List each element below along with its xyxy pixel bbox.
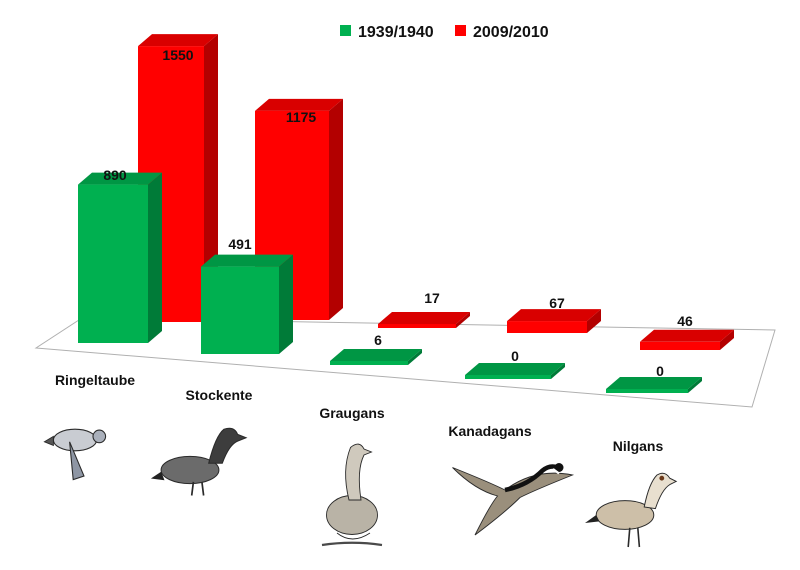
bar-side (456, 312, 470, 328)
category-label-graugans: Graugans (319, 405, 385, 421)
bar-graugans-series-1 (330, 349, 422, 365)
bar-side (587, 309, 601, 333)
data-label-kanadagans-series-1: 0 (511, 348, 519, 364)
bar-ringeltaube-series-1 (78, 172, 162, 343)
data-label-stockente-series-1: 491 (228, 236, 252, 252)
ringeltaube-icon (43, 428, 107, 481)
bar-top (507, 309, 601, 322)
kanadagans-icon (452, 463, 575, 536)
bar-top (138, 34, 218, 47)
bar-side (408, 349, 422, 365)
legend-label-series-1: 1939/1940 (358, 24, 434, 41)
data-label-kanadagans-series-2: 67 (549, 295, 565, 311)
bar-top (378, 312, 470, 324)
data-label-nilgans-series-2: 46 (677, 313, 693, 329)
data-label-stockente-series-2: 1175 (286, 109, 317, 125)
bar-front (201, 266, 279, 354)
category-label-ringeltaube: Ringeltaube (55, 372, 135, 388)
bar-nilgans-series-1 (606, 377, 702, 393)
bar-stockente-series-1 (201, 254, 293, 354)
bar-side (279, 254, 293, 354)
bar-front (507, 321, 587, 333)
nilgans-icon (585, 472, 678, 548)
data-label-graugans-series-1: 6 (374, 332, 382, 348)
bar-front (78, 184, 148, 343)
bar-top (606, 377, 702, 389)
bar-front (465, 375, 551, 379)
bar-top (78, 172, 162, 185)
bar-top (330, 349, 422, 361)
bar-side (720, 329, 734, 350)
legend: 1939/1940 2009/2010 (340, 24, 549, 41)
bar-top (201, 254, 293, 267)
bar-top (640, 329, 734, 342)
bar-top (465, 363, 565, 375)
legend-swatch-series-1 (340, 25, 351, 36)
bar-kanadagans-series-2 (507, 309, 601, 333)
data-label-ringeltaube-series-1: 890 (103, 167, 127, 183)
legend-label-series-2: 2009/2010 (473, 24, 549, 41)
bar-nilgans-series-2 (640, 329, 734, 350)
bar-side (551, 363, 565, 379)
bar-side (329, 98, 343, 320)
bar-kanadagans-series-1 (465, 363, 565, 379)
bar-side (688, 377, 702, 393)
bar-graugans-series-2 (378, 312, 470, 328)
bar-side (204, 34, 218, 322)
category-label-kanadagans: Kanadagans (448, 423, 531, 439)
bar-front (378, 324, 456, 328)
data-label-graugans-series-2: 17 (424, 290, 440, 306)
bar-front (330, 361, 408, 365)
data-label-ringeltaube-series-2: 1550 (162, 47, 193, 63)
bar-front (640, 341, 720, 350)
data-label-nilgans-series-1: 0 (656, 363, 664, 379)
bar-top (255, 98, 343, 111)
category-label-nilgans: Nilgans (613, 438, 664, 454)
legend-swatch-series-2 (455, 25, 466, 36)
stockente-icon (150, 427, 248, 496)
bar-front (606, 389, 688, 393)
bar-side (148, 172, 162, 343)
category-label-stockente: Stockente (186, 387, 253, 403)
graugans-icon (321, 443, 383, 547)
